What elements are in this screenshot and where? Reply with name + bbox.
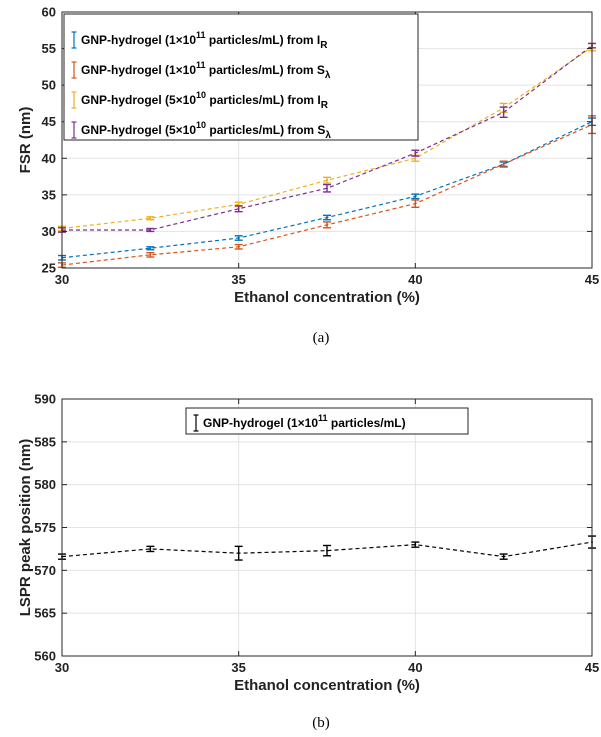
data-point <box>237 552 240 555</box>
legend-label: GNP-hydrogel (1×1011 particles/mL) <box>203 413 406 430</box>
y-tick-label: 565 <box>34 606 56 621</box>
legend-label-exponent: 11 <box>196 60 206 70</box>
legend-marker <box>71 91 77 109</box>
legend: GNP-hydrogel (1×1011 particles/mL) from … <box>63 13 419 141</box>
legend-label-text: GNP-hydrogel (5×10 <box>81 93 196 107</box>
data-point <box>237 203 240 206</box>
legend-marker <box>71 121 77 139</box>
legend-label-subscript: R <box>320 40 328 51</box>
legend-label-subscript: λ <box>325 130 331 141</box>
data-point <box>326 223 328 226</box>
y-tick-label: 50 <box>42 78 56 93</box>
y-tick-label: 580 <box>34 477 56 492</box>
y-tick-label: 40 <box>42 151 56 166</box>
x-tick-label: 30 <box>55 660 69 675</box>
legend-label-subscript: λ <box>325 70 331 81</box>
data-point <box>149 247 152 250</box>
legend-label-text: particles/mL) from S <box>206 63 325 77</box>
data-point <box>237 207 240 210</box>
data-point <box>414 202 417 205</box>
y-tick-label: 55 <box>42 41 56 56</box>
x-tick-label: 35 <box>231 660 245 675</box>
legend-box <box>63 13 419 141</box>
data-point <box>149 548 152 550</box>
x-tick-label: 45 <box>585 660 599 675</box>
data-point <box>502 555 505 558</box>
x-axis-label: Ethanol concentration (%) <box>234 289 420 306</box>
legend-label-text: GNP-hydrogel (1×10 <box>203 416 318 430</box>
y-tick-label: 585 <box>34 434 56 449</box>
legend-marker <box>71 31 77 49</box>
x-tick-label: 40 <box>408 272 422 287</box>
x-tick-label: 40 <box>408 660 422 675</box>
data-point <box>326 549 328 552</box>
legend-label-text: particles/mL) from I <box>206 93 321 107</box>
legend-label-exponent: 11 <box>318 413 328 423</box>
y-tick-label: 570 <box>34 563 56 578</box>
chart-b: 30 35 40 45 560 565 570 575 580 585 590 Ethanol con… <box>17 392 599 695</box>
data-point <box>237 245 240 248</box>
legend: GNP-hydrogel (1×1011 particles/mL) <box>185 407 469 435</box>
y-axis-label: FSR (nm) <box>17 107 34 174</box>
x-tick-label: 30 <box>55 272 69 287</box>
data-point <box>414 152 417 155</box>
data-point <box>149 217 152 220</box>
x-tick-label: 45 <box>585 272 599 287</box>
data-point <box>237 237 240 239</box>
y-tick-label: 590 <box>34 392 56 407</box>
axes-box <box>61 11 593 269</box>
legend-label-exponent: 10 <box>196 90 206 100</box>
x-axis-label: Ethanol concentration (%) <box>234 677 420 694</box>
data-point <box>414 195 417 198</box>
legend-label: GNP-hydrogel (5×1010 particles/mL) from … <box>81 120 331 141</box>
legend-label: GNP-hydrogel (1×1011 particles/mL) from … <box>81 30 328 51</box>
legend-label-subscript: R <box>321 100 329 111</box>
y-tick-label: 560 <box>34 649 56 664</box>
data-point <box>414 543 417 546</box>
legend-label-text: particles/mL) <box>328 416 406 430</box>
y-tick-label: 45 <box>42 114 56 129</box>
legend-label-exponent: 10 <box>196 120 206 130</box>
data-point <box>326 216 328 219</box>
legend-marker <box>193 414 199 432</box>
data-point <box>502 163 505 166</box>
data-point <box>326 187 328 190</box>
legend-label: GNP-hydrogel (5×1010 particles/mL) from … <box>81 90 329 111</box>
legend-label-text: GNP-hydrogel (1×10 <box>81 33 196 47</box>
data-point <box>502 111 505 114</box>
legend-label: GNP-hydrogel (1×1011 particles/mL) from … <box>81 60 331 81</box>
legend-label-text: GNP-hydrogel (5×10 <box>81 123 196 137</box>
data-point <box>149 253 152 256</box>
data-point <box>326 179 328 182</box>
legend-marker <box>71 61 77 79</box>
y-tick-label: 575 <box>34 520 56 535</box>
legend-label-text: particles/mL) from S <box>206 123 325 137</box>
legend-label-exponent: 11 <box>196 30 206 40</box>
y-tick-label: 25 <box>42 261 56 276</box>
y-tick-label: 35 <box>42 187 56 202</box>
data-point <box>414 157 417 160</box>
x-tick-label: 35 <box>231 272 245 287</box>
caption-b: (b) <box>312 715 330 731</box>
legend-label-text: particles/mL) from I <box>206 33 321 47</box>
y-tick-label: 30 <box>42 224 56 239</box>
legend-box <box>185 407 469 435</box>
y-tick-label: 60 <box>42 5 56 20</box>
legend-label-text: GNP-hydrogel (1×10 <box>81 63 196 77</box>
data-point <box>149 229 152 231</box>
y-axis-label: LSPR peak position (nm) <box>17 439 34 617</box>
caption-a: (a) <box>313 330 330 346</box>
